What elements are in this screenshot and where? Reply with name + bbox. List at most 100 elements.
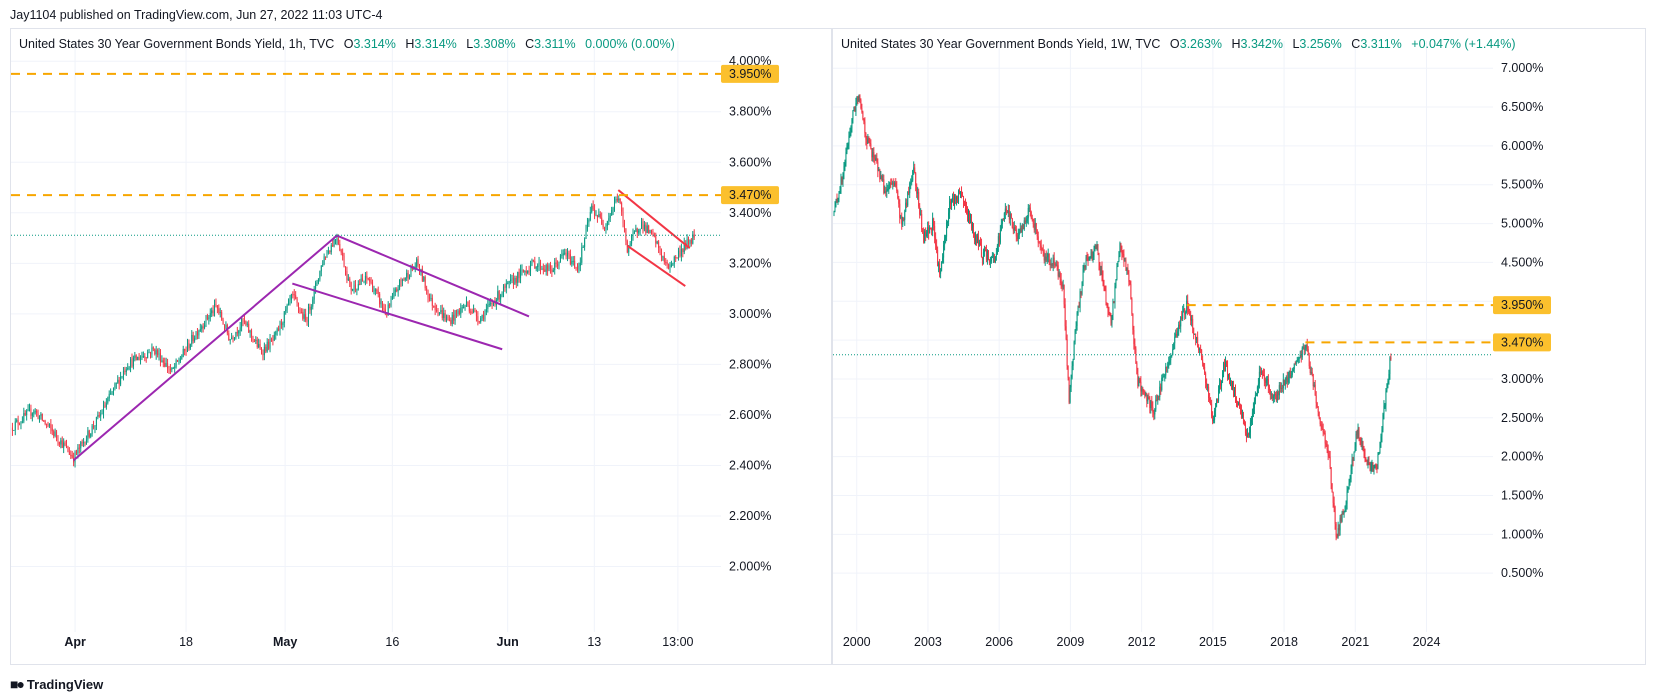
candle-body — [1082, 269, 1084, 282]
candle-body — [544, 269, 546, 272]
candle-body — [512, 277, 514, 285]
candle-body — [900, 216, 902, 218]
candle-body — [1190, 314, 1192, 321]
candle-body — [1102, 275, 1104, 284]
candle-body — [834, 204, 836, 212]
candle-body — [344, 267, 346, 272]
candle-body — [1368, 459, 1370, 464]
candle-body — [665, 261, 667, 263]
candle-body — [1226, 362, 1228, 366]
candle-body — [1057, 265, 1059, 277]
chart-panel-1h[interactable]: 4.000% 3.800% 3.600% 3.400% 3.200% 3.000% 2.80… — [10, 28, 832, 665]
candle-body — [1309, 366, 1311, 373]
candle-body — [1164, 375, 1166, 377]
candle-body — [1152, 406, 1154, 413]
candle-body — [1205, 373, 1207, 384]
candle-body — [1361, 441, 1363, 444]
candle-body — [1240, 408, 1242, 418]
candle-body — [1254, 395, 1256, 401]
y-tick-label: 2.600% — [729, 408, 771, 422]
candle-body — [971, 223, 973, 229]
candle-body — [162, 360, 164, 363]
candle-body — [178, 361, 180, 363]
candle-body — [1327, 449, 1329, 455]
candle-body — [1227, 365, 1229, 377]
candle-body — [1277, 392, 1279, 396]
candle-body — [1019, 228, 1021, 232]
candle-body — [893, 182, 895, 186]
candle-body — [393, 292, 395, 298]
y-tick-label: 2.400% — [729, 458, 771, 472]
candle-body — [668, 264, 670, 269]
candle-body — [1324, 432, 1326, 444]
candle-body — [1310, 371, 1312, 373]
chart-1h-canvas[interactable]: 4.000% 3.800% 3.600% 3.400% 3.200% 3.000% 2.80… — [11, 29, 831, 664]
candle-body — [1232, 385, 1234, 389]
candle-body — [675, 256, 677, 258]
candle-body — [125, 369, 127, 373]
candle-body — [621, 202, 623, 212]
candle-body — [1338, 527, 1340, 531]
candle-body — [575, 267, 577, 269]
candle-body — [970, 219, 972, 229]
candle-body — [372, 282, 374, 292]
candle-body — [100, 413, 102, 417]
candle-body — [1034, 223, 1036, 230]
candle-body — [938, 263, 940, 267]
candle-body — [632, 233, 634, 236]
candle-body — [921, 213, 923, 230]
candle-body — [1106, 303, 1108, 307]
candle-body — [137, 356, 139, 361]
chart-1w-canvas[interactable]: 7.000%6.500%6.000%5.500%5.000%4.500%4.00… — [833, 29, 1645, 664]
candle-body — [179, 359, 181, 362]
candle-body — [322, 264, 324, 266]
candle-body — [494, 302, 496, 305]
candle-body — [107, 398, 109, 404]
x-tick-label: 2009 — [1057, 635, 1085, 649]
candle-body — [1059, 272, 1061, 280]
candle-body — [564, 252, 566, 254]
candle-body — [205, 315, 207, 325]
candle-body — [1166, 366, 1168, 368]
legend-1h-high-key: H — [405, 37, 415, 51]
candle-body — [477, 316, 479, 322]
candle-body — [1181, 316, 1183, 320]
candle-body — [403, 279, 405, 281]
chart-panel-1w[interactable]: 7.000%6.500%6.000%5.500%5.000%4.500%4.00… — [832, 28, 1646, 665]
candle-body — [1073, 341, 1075, 360]
candle-body — [941, 261, 943, 272]
candle-body — [878, 169, 880, 172]
candle-body — [1097, 246, 1099, 253]
candle-body — [184, 349, 186, 351]
candle-body — [614, 201, 615, 208]
candle-body — [1245, 433, 1247, 437]
candle-body — [236, 332, 238, 334]
candle-body — [1367, 459, 1369, 463]
candle-body — [1132, 313, 1134, 331]
candle-body — [491, 303, 493, 305]
candle-body — [1357, 428, 1359, 435]
x-tick-label: 2006 — [985, 635, 1013, 649]
trend-line-red — [617, 189, 691, 249]
candle-body — [332, 245, 334, 247]
candle-body — [924, 231, 926, 243]
tradingview-logo[interactable]: ■● TradingView — [10, 676, 103, 692]
candle-body — [961, 191, 963, 196]
candle-body — [1341, 512, 1343, 522]
candle-body — [319, 271, 321, 280]
candle-body — [514, 277, 516, 285]
candle-body — [1354, 446, 1356, 453]
candle-body — [1269, 389, 1271, 395]
candle-body — [199, 329, 201, 331]
candle-body — [928, 227, 930, 234]
candle-body — [972, 223, 974, 234]
candle-body — [1135, 348, 1137, 364]
candle-body — [437, 311, 439, 314]
candle-body — [263, 346, 265, 356]
candle-body — [1180, 316, 1182, 327]
candle-body — [1026, 218, 1028, 222]
candle-body — [1134, 344, 1136, 349]
candle-body — [551, 269, 553, 273]
candle-body — [889, 182, 891, 187]
candle-body — [259, 344, 261, 349]
